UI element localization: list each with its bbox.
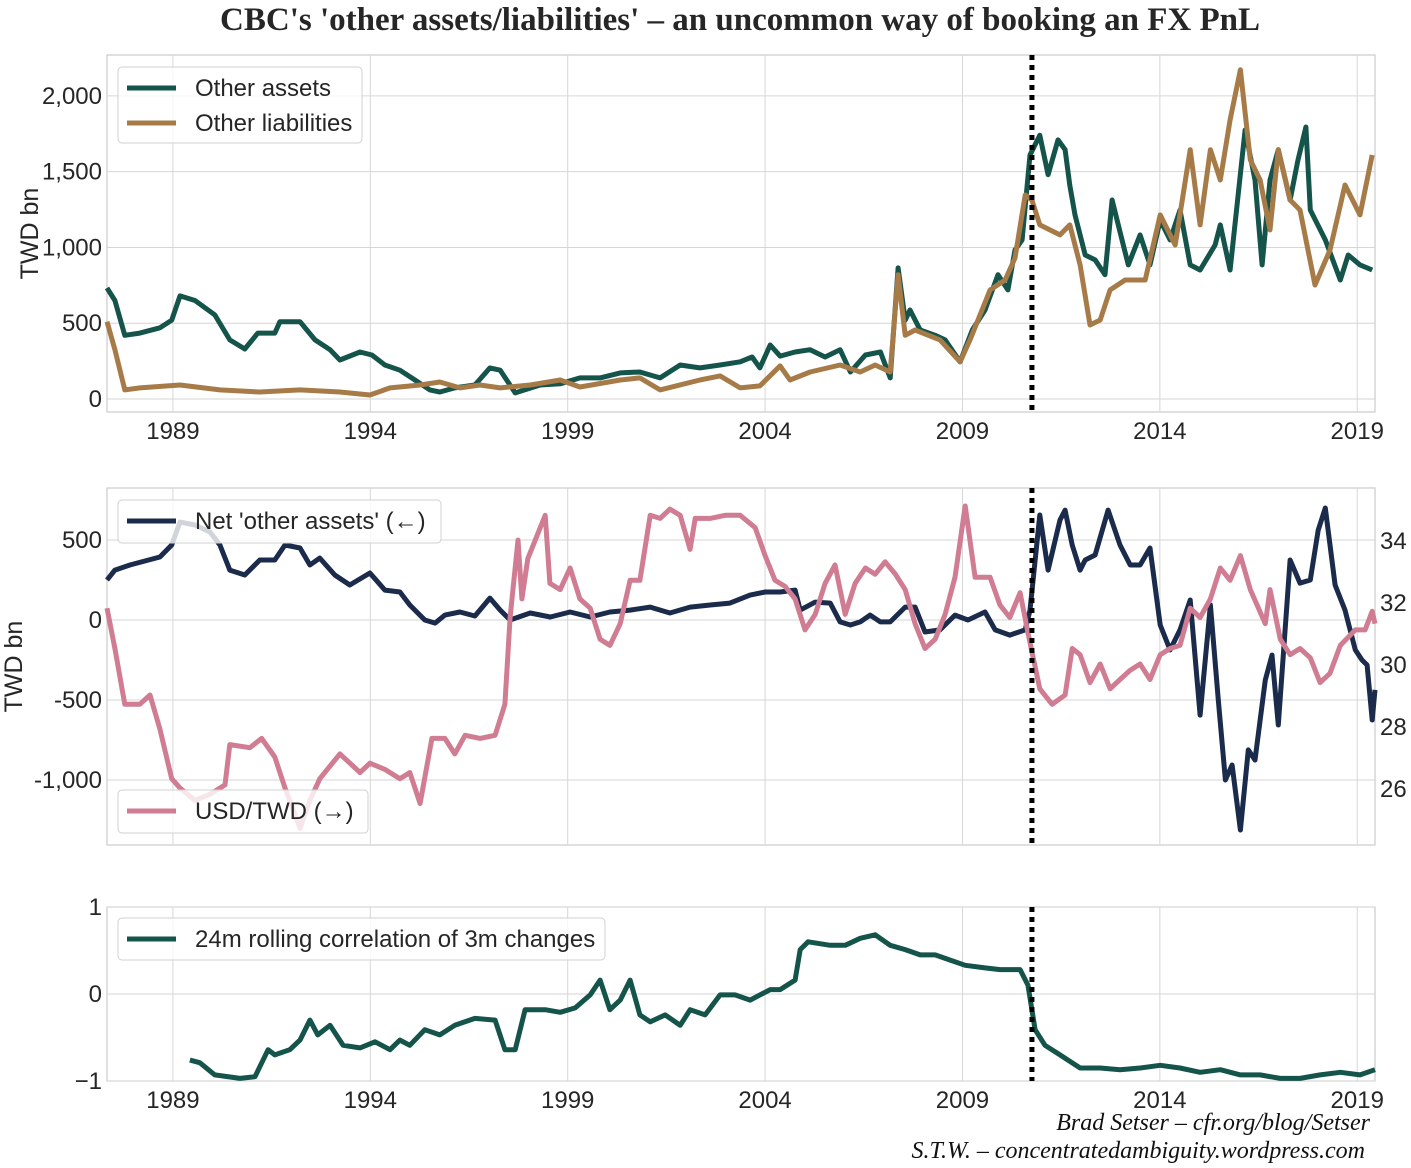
y-tick-label: 1,000	[42, 234, 102, 261]
y-right-tick-label: 30	[1380, 652, 1407, 679]
legend: Net 'other assets' (←)	[117, 499, 442, 544]
y-tick-label: 0	[89, 981, 102, 1008]
legend: USD/TWD (→)	[117, 789, 369, 834]
x-tick-label: 2009	[936, 1087, 989, 1114]
chart-title: CBC's 'other assets/liabilities' – an un…	[220, 2, 1260, 38]
x-tick-label: 1994	[344, 1087, 397, 1114]
panel-2: -1,000 -500 0 500 26 28 30 32 34 TWD bn Net 'other…	[0, 487, 1407, 846]
x-tick-label: 1994	[344, 418, 397, 445]
credit-line-2: S.T.W. – concentratedambiguity.wordpress…	[911, 1138, 1365, 1164]
panel-1: 1989 1994 1999 2004 2009 2014 2019 0 500 1,000 1,5…	[16, 54, 1384, 445]
series-line-net-other-assets	[105, 505, 1378, 833]
y-axis-label: TWD bn	[16, 188, 44, 280]
y-tick-label: -1,000	[34, 767, 102, 794]
legend-label: USD/TWD (→)	[195, 798, 354, 825]
y-tick-label: 2,000	[42, 83, 102, 110]
legend: Other assets Other liabilities	[117, 66, 363, 144]
series-line-usd-twd	[104, 503, 1378, 831]
series-line-other-liabilities	[104, 67, 1375, 398]
y-tick-label: 0	[89, 386, 102, 413]
x-tick-label: 2019	[1331, 418, 1384, 445]
panels: 1989 1994 1999 2004 2009 2014 2019 0 500 1,000 1,5…	[0, 54, 1407, 1114]
legend-box	[117, 499, 442, 544]
legend-box	[117, 66, 363, 144]
y-axis-label: TWD bn	[0, 621, 28, 713]
credit-line-1: Brad Setser – cfr.org/blog/Setser	[1056, 1110, 1370, 1136]
x-tick-label: 1999	[541, 1087, 594, 1114]
y-right-tick-label: 32	[1380, 590, 1407, 617]
panel-3: 1989 1994 1999 2004 2009 2014 2019 −1 0 1 24m roll…	[75, 894, 1384, 1114]
y-tick-label: 500	[62, 310, 102, 337]
x-tick-label: 2004	[738, 1087, 791, 1114]
legend-label: Other liabilities	[195, 110, 352, 137]
y-right-tick-label: 26	[1380, 776, 1407, 803]
x-tick-label: 1999	[541, 418, 594, 445]
legend-label: Other assets	[195, 75, 331, 102]
legend-label: 24m rolling correlation of 3m changes	[195, 926, 595, 953]
series-line-24m-rolling-correlation-of-3m-changes	[189, 932, 1376, 1081]
x-tick-label: 2019	[1331, 1087, 1384, 1114]
legend: 24m rolling correlation of 3m changes	[117, 917, 606, 961]
y-tick-label: -500	[54, 687, 102, 714]
x-tick-label: 2004	[738, 418, 791, 445]
y-right-tick-label: 28	[1380, 714, 1407, 741]
y-tick-label: 1	[89, 894, 102, 921]
y-tick-label: 0	[89, 607, 102, 634]
x-tick-label: 2009	[936, 418, 989, 445]
legend-box	[117, 789, 369, 834]
x-tick-label: 1989	[146, 1087, 199, 1114]
y-tick-label: −1	[75, 1068, 102, 1095]
y-tick-label: 500	[62, 527, 102, 554]
y-right-tick-label: 34	[1380, 528, 1407, 555]
x-tick-label: 1989	[146, 418, 199, 445]
legend-label: Net 'other assets' (←)	[195, 508, 426, 535]
y-tick-label: 1,500	[42, 159, 102, 186]
x-tick-label: 2014	[1133, 418, 1186, 445]
x-tick-label: 2014	[1133, 1087, 1186, 1114]
series-line-other-assets	[104, 124, 1374, 396]
legend-box	[117, 917, 606, 961]
